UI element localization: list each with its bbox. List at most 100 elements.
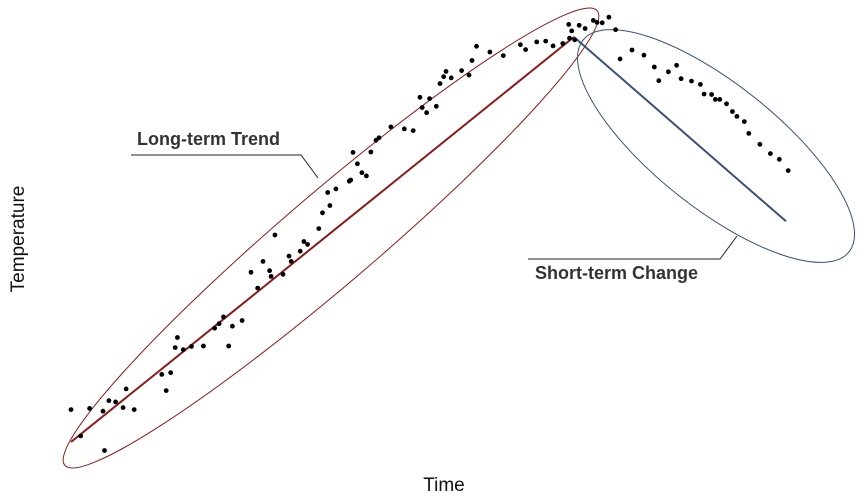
data-point xyxy=(201,343,206,349)
data-point xyxy=(448,75,454,81)
data-point xyxy=(359,170,365,176)
data-point xyxy=(286,253,292,259)
data-point xyxy=(355,161,360,167)
data-point xyxy=(443,69,449,74)
short-term-trend-line xyxy=(573,36,787,223)
long-term-envelope xyxy=(62,7,600,469)
data-points xyxy=(68,14,791,453)
data-point xyxy=(230,323,235,329)
data-point xyxy=(221,314,226,320)
data-point xyxy=(168,370,174,376)
data-point xyxy=(68,407,74,412)
data-point xyxy=(376,135,382,141)
data-point xyxy=(102,448,107,453)
data-point xyxy=(576,22,582,28)
data-point xyxy=(348,177,354,183)
data-point xyxy=(500,53,506,58)
data-point xyxy=(768,151,773,157)
data-point xyxy=(267,268,272,274)
data-point xyxy=(189,344,194,349)
data-point xyxy=(629,47,635,53)
data-point xyxy=(320,210,325,216)
data-point xyxy=(698,82,703,87)
data-point xyxy=(757,141,763,147)
data-point xyxy=(301,239,307,244)
data-point xyxy=(272,232,278,238)
data-point xyxy=(427,96,432,101)
data-point xyxy=(599,20,605,26)
data-point xyxy=(469,58,475,63)
data-point xyxy=(172,345,178,350)
data-point xyxy=(441,74,447,80)
data-point xyxy=(746,131,752,136)
data-point xyxy=(678,76,684,82)
data-point xyxy=(87,406,92,411)
data-point xyxy=(325,190,331,195)
data-point xyxy=(582,26,588,31)
data-point xyxy=(656,78,662,84)
data-point xyxy=(327,203,333,208)
data-point xyxy=(734,114,740,119)
data-point xyxy=(419,105,425,110)
data-point xyxy=(560,41,566,46)
data-point xyxy=(280,271,286,277)
data-point xyxy=(487,49,493,55)
data-point xyxy=(689,78,694,84)
data-point xyxy=(424,110,429,116)
data-point xyxy=(100,408,106,414)
long-term-annotation: Long-term Trend xyxy=(137,129,280,149)
data-point xyxy=(709,92,714,97)
data-point xyxy=(368,149,374,155)
data-point xyxy=(566,22,572,27)
data-point xyxy=(401,126,407,132)
data-point xyxy=(163,388,169,393)
data-point xyxy=(459,68,464,73)
y-axis-label: Temperature xyxy=(8,186,29,293)
long-term-leader-line xyxy=(131,154,319,179)
data-point xyxy=(159,372,165,377)
data-point xyxy=(410,128,416,134)
long-term-trend-line xyxy=(70,36,575,443)
data-point xyxy=(305,242,310,247)
data-point xyxy=(641,52,647,58)
data-point xyxy=(569,28,575,34)
data-point xyxy=(534,39,540,45)
data-point xyxy=(417,94,423,100)
data-point xyxy=(776,156,782,162)
data-point xyxy=(724,101,729,107)
data-point xyxy=(666,69,671,75)
data-point xyxy=(226,343,232,349)
data-point xyxy=(113,399,118,405)
data-point xyxy=(78,433,84,439)
data-point xyxy=(268,274,274,279)
data-point xyxy=(106,398,112,404)
data-point xyxy=(180,347,186,353)
data-point xyxy=(120,405,126,410)
data-point xyxy=(248,269,254,275)
data-point xyxy=(717,97,723,102)
data-point xyxy=(474,43,479,49)
data-point xyxy=(613,27,618,33)
data-point xyxy=(712,97,718,102)
data-point xyxy=(388,124,394,130)
data-point xyxy=(212,325,218,331)
data-point xyxy=(288,259,294,264)
data-point xyxy=(350,150,356,155)
data-point xyxy=(316,226,322,232)
data-point xyxy=(590,18,596,23)
data-point xyxy=(701,91,707,97)
data-point xyxy=(255,285,261,291)
data-point xyxy=(567,35,572,41)
data-point xyxy=(297,248,303,254)
data-point xyxy=(433,103,439,109)
data-point xyxy=(175,335,180,340)
short-term-envelope xyxy=(576,29,856,263)
data-point xyxy=(550,43,556,49)
data-point xyxy=(617,56,623,62)
data-point xyxy=(674,62,679,68)
data-point xyxy=(651,64,657,70)
data-point xyxy=(364,173,369,179)
data-point xyxy=(730,109,735,114)
data-point xyxy=(466,72,472,78)
